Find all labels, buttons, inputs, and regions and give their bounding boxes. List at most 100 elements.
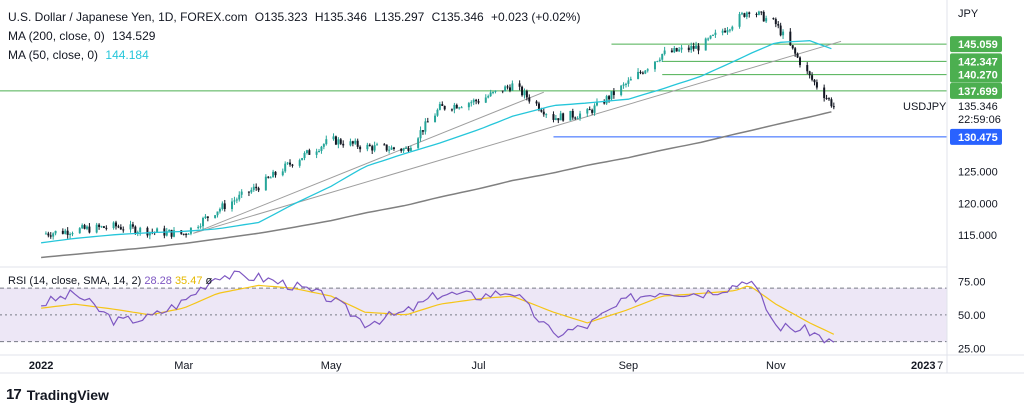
candle-body[interactable]: [281, 171, 284, 176]
candle-body[interactable]: [595, 101, 598, 106]
candle-body[interactable]: [637, 71, 640, 79]
candle-body[interactable]: [356, 140, 359, 147]
candle-body[interactable]: [794, 48, 797, 54]
candle-body[interactable]: [146, 227, 149, 236]
rsi-pane[interactable]: [0, 270, 947, 344]
candle-body[interactable]: [593, 105, 596, 113]
candle-body[interactable]: [504, 86, 507, 92]
candle-body[interactable]: [791, 45, 794, 49]
candle-body[interactable]: [501, 90, 504, 92]
candle-body[interactable]: [559, 113, 562, 121]
candle-body[interactable]: [64, 230, 67, 234]
candle-body[interactable]: [646, 69, 649, 71]
candle-body[interactable]: [472, 99, 475, 103]
candle-body[interactable]: [627, 80, 630, 84]
candle-body[interactable]: [206, 216, 209, 218]
candle-body[interactable]: [47, 233, 50, 236]
candle-body[interactable]: [711, 34, 714, 36]
candle-body[interactable]: [388, 149, 391, 151]
candle-body[interactable]: [777, 24, 780, 26]
candle-body[interactable]: [663, 50, 666, 54]
candle-body[interactable]: [305, 150, 308, 154]
candle-body[interactable]: [318, 151, 321, 153]
candle-body[interactable]: [779, 25, 782, 36]
ma200-line[interactable]: [41, 111, 832, 259]
candle-body[interactable]: [813, 79, 816, 83]
candle-body[interactable]: [233, 200, 236, 202]
candle-body[interactable]: [81, 225, 84, 229]
candle-body[interactable]: [250, 189, 253, 193]
candle-body[interactable]: [376, 144, 379, 146]
candle-body[interactable]: [366, 144, 369, 150]
candle-body[interactable]: [405, 147, 408, 149]
candle-body[interactable]: [731, 26, 734, 30]
candle-body[interactable]: [257, 188, 260, 191]
candle-body[interactable]: [102, 226, 105, 228]
candle-body[interactable]: [605, 96, 608, 104]
candle-body[interactable]: [690, 46, 693, 51]
candle-body[interactable]: [139, 227, 142, 233]
candle-body[interactable]: [540, 109, 543, 112]
candle-body[interactable]: [334, 136, 337, 145]
candle-body[interactable]: [49, 235, 52, 237]
candle-body[interactable]: [134, 226, 137, 234]
candle-body[interactable]: [612, 91, 615, 96]
candle-body[interactable]: [743, 13, 746, 17]
candle-body[interactable]: [400, 148, 403, 151]
candle-body[interactable]: [117, 226, 120, 228]
candle-body[interactable]: [131, 224, 134, 227]
ma200-legend[interactable]: MA (200, close, 0) 134.529: [8, 29, 159, 43]
candle-body[interactable]: [678, 49, 681, 52]
price-axis[interactable]: JPY115.000120.000125.000130.000145.05914…: [903, 8, 1002, 355]
level-price-badge[interactable]: [950, 128, 1002, 145]
candle-body[interactable]: [443, 105, 446, 110]
candle-body[interactable]: [610, 91, 613, 100]
rsi-legend[interactable]: RSI (14, close, SMA, 14, 2) 28.28 35.47 …: [8, 275, 212, 287]
candle-body[interactable]: [518, 83, 521, 87]
candle-body[interactable]: [830, 99, 833, 107]
candle-body[interactable]: [337, 139, 340, 145]
candle-body[interactable]: [707, 38, 710, 40]
candle-body[interactable]: [441, 104, 444, 106]
candle-body[interactable]: [289, 162, 292, 165]
candle-body[interactable]: [371, 146, 374, 151]
candle-body[interactable]: [69, 234, 72, 236]
candle-body[interactable]: [267, 176, 270, 178]
candle-body[interactable]: [492, 91, 495, 93]
candle-body[interactable]: [78, 228, 81, 234]
candle-body[interactable]: [339, 139, 342, 144]
candle-body[interactable]: [450, 109, 453, 111]
candle-body[interactable]: [644, 70, 647, 74]
candle-body[interactable]: [426, 121, 429, 123]
candle-body[interactable]: [402, 148, 405, 151]
candle-body[interactable]: [571, 110, 574, 118]
candle-body[interactable]: [760, 11, 763, 13]
candle-body[interactable]: [392, 147, 395, 149]
candle-body[interactable]: [586, 109, 589, 114]
rsi-sma-line[interactable]: [41, 284, 835, 335]
candle-body[interactable]: [156, 228, 159, 233]
candle-body[interactable]: [823, 87, 826, 99]
candle-body[interactable]: [252, 186, 255, 190]
candle-body[interactable]: [322, 144, 325, 147]
candle-body[interactable]: [811, 75, 814, 80]
candle-body[interactable]: [301, 158, 304, 161]
candle-body[interactable]: [475, 99, 478, 102]
candle-body[interactable]: [284, 163, 287, 172]
candle-body[interactable]: [342, 143, 345, 146]
candle-body[interactable]: [697, 45, 700, 51]
candle-body[interactable]: [576, 118, 579, 120]
candle-body[interactable]: [407, 147, 410, 151]
candle-body[interactable]: [202, 218, 205, 227]
candle-body[interactable]: [165, 231, 168, 236]
candle-body[interactable]: [455, 104, 458, 109]
candle-body[interactable]: [173, 230, 176, 237]
candle-body[interactable]: [591, 109, 594, 113]
candle-body[interactable]: [489, 92, 492, 97]
candle-body[interactable]: [71, 233, 74, 235]
candle-body[interactable]: [119, 227, 122, 230]
candle-body[interactable]: [477, 101, 480, 103]
candle-body[interactable]: [216, 211, 219, 216]
candle-body[interactable]: [622, 84, 625, 86]
